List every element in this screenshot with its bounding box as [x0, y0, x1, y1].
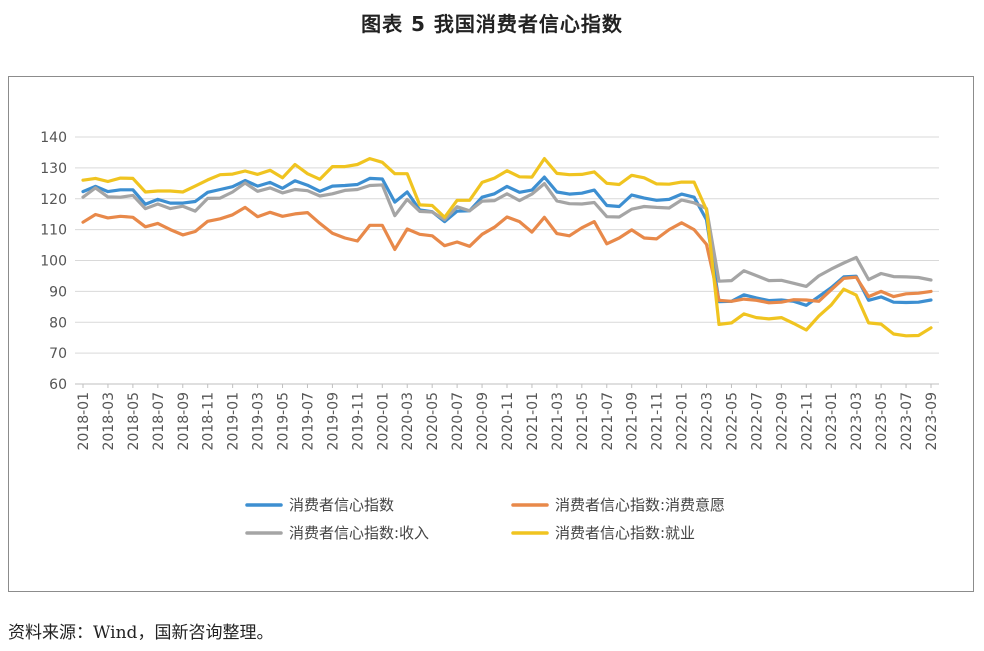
y-tick-label: 60: [49, 377, 67, 393]
x-tick-label: 2020-03: [400, 392, 416, 451]
x-tick-label: 2020-07: [450, 392, 466, 451]
x-tick-label: 2019-05: [276, 392, 292, 451]
y-axis: 60 70 80 90 100 110 120 130 140: [40, 130, 67, 393]
x-tick-label: 2018-09: [176, 392, 192, 451]
legend-label-3: 消费者信心指数:收入: [289, 524, 429, 542]
series-line-4: [81, 156, 933, 338]
y-tick-label: 110: [40, 223, 67, 239]
x-tick-label: 2019-01: [226, 392, 242, 451]
x-tick-label: 2018-03: [101, 392, 117, 451]
legend-label-2: 消费者信心指数:消费意愿: [555, 496, 725, 514]
series-line-3: [81, 181, 933, 288]
x-tick-label: 2021-03: [550, 392, 566, 451]
x-tick-label: 2023-03: [849, 392, 865, 451]
x-tick-label: 2021-07: [600, 392, 616, 451]
grid-lines: [75, 136, 939, 385]
x-tick-label: 2022-05: [724, 392, 740, 451]
legend-label-1: 消费者信心指数: [289, 496, 394, 514]
chart-frame: 60 70 80 90 100 110 120 130 140 2018-01 2018-03 20…: [8, 76, 974, 592]
x-tick-label: 2021-05: [575, 392, 591, 451]
x-tick-label: 2022-01: [675, 392, 691, 451]
x-tick-label: 2023-07: [899, 392, 915, 451]
x-tick-label: 2020-09: [475, 392, 491, 451]
x-tick-label: 2022-07: [749, 392, 765, 451]
y-tick-label: 100: [40, 254, 67, 270]
x-axis: 2018-01 2018-03 2018-05 2018-07 2018-09 2018-…: [76, 384, 940, 451]
y-tick-label: 90: [49, 284, 67, 300]
x-tick-label: 2021-11: [650, 392, 666, 451]
y-tick-label: 140: [40, 130, 67, 146]
x-tick-label: 2023-01: [824, 392, 840, 451]
series-line-2: [81, 205, 933, 305]
x-tick-label: 2019-11: [350, 392, 366, 451]
x-tick-label: 2018-05: [126, 392, 142, 451]
x-tick-label: 2020-05: [425, 392, 441, 451]
series-lines: [81, 156, 933, 338]
x-tick-label: 2018-01: [76, 392, 92, 451]
source-note: 资料来源：Wind，国新咨询整理。: [8, 623, 274, 643]
y-tick-label: 120: [40, 192, 67, 208]
x-tick-label: 2023-05: [874, 392, 890, 451]
x-tick-label: 2018-11: [201, 392, 217, 451]
x-tick-label: 2020-01: [375, 392, 391, 451]
x-tick-label: 2020-11: [500, 392, 516, 451]
x-tick-label: 2023-09: [924, 392, 940, 451]
y-tick-label: 70: [49, 346, 67, 362]
x-tick-label: 2019-03: [251, 392, 267, 451]
y-tick-label: 80: [49, 315, 67, 331]
x-tick-label: 2022-11: [799, 392, 815, 451]
x-tick-label: 2021-01: [525, 392, 541, 451]
legend-label-4: 消费者信心指数:就业: [555, 524, 695, 542]
x-tick-label: 2019-07: [300, 392, 316, 451]
x-tick-label: 2022-09: [774, 392, 790, 451]
x-tick-label: 2019-09: [325, 392, 341, 451]
x-tick-label: 2021-09: [625, 392, 641, 451]
x-tick-label: 2022-03: [700, 392, 716, 451]
y-tick-label: 130: [40, 161, 67, 177]
chart-title: 图表 5 我国消费者信心指数: [361, 12, 623, 36]
x-tick-label: 2018-07: [151, 392, 167, 451]
